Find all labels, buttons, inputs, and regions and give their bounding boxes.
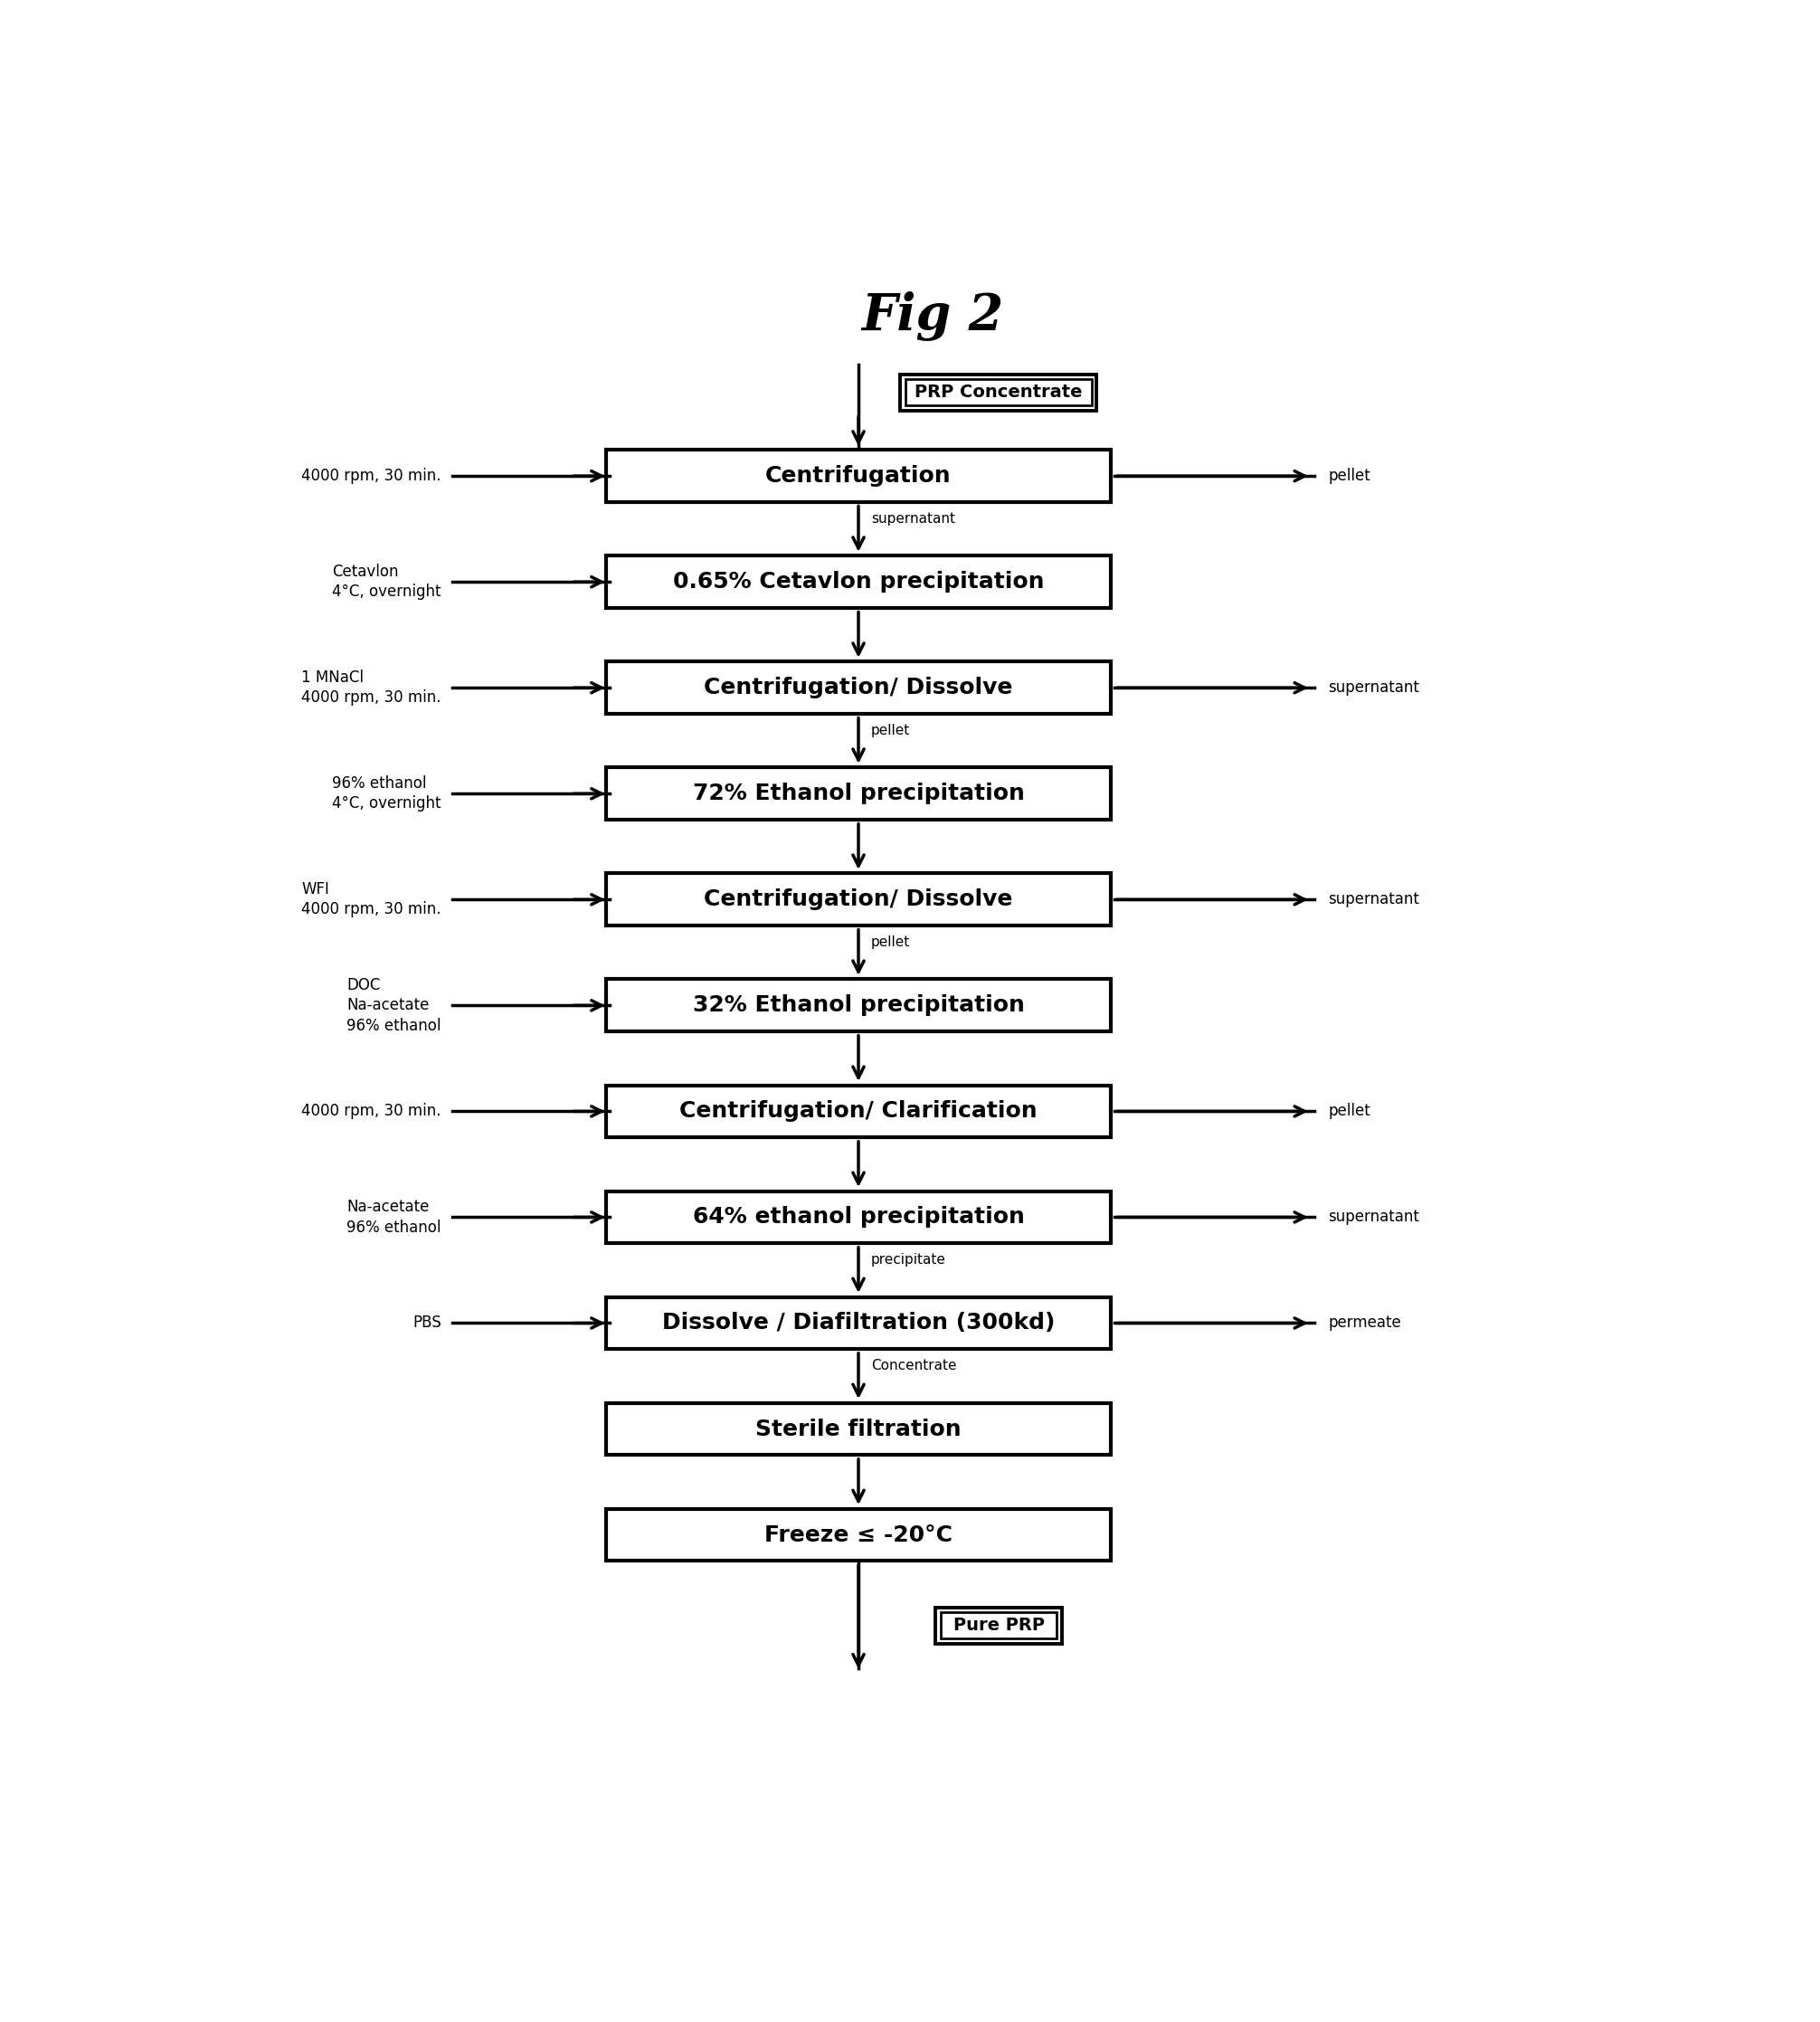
- Text: pellet: pellet: [1329, 1104, 1370, 1120]
- Text: supernatant: supernatant: [1329, 892, 1420, 908]
- Bar: [606, 1086, 1110, 1138]
- Bar: [606, 1403, 1110, 1456]
- Bar: [606, 1296, 1110, 1349]
- Text: 72% Ethanol precipitation: 72% Ethanol precipitation: [692, 783, 1025, 805]
- Bar: [606, 979, 1110, 1031]
- Text: Centrifugation: Centrifugation: [766, 465, 952, 487]
- Text: Concentrate: Concentrate: [872, 1359, 957, 1373]
- Text: Sterile filtration: Sterile filtration: [755, 1417, 961, 1440]
- Bar: [606, 768, 1110, 819]
- Text: Fig 2: Fig 2: [861, 291, 1005, 340]
- Bar: [606, 661, 1110, 714]
- Text: 32% Ethanol precipitation: 32% Ethanol precipitation: [692, 995, 1025, 1017]
- Bar: [606, 1508, 1110, 1561]
- Text: 96% ethanol
4°C, overnight: 96% ethanol 4°C, overnight: [333, 776, 440, 813]
- Text: 4000 rpm, 30 min.: 4000 rpm, 30 min.: [302, 467, 440, 483]
- Text: permeate: permeate: [1329, 1314, 1401, 1330]
- Text: DOC
Na-acetate
96% ethanol: DOC Na-acetate 96% ethanol: [348, 977, 440, 1033]
- Text: supernatant: supernatant: [1329, 1209, 1420, 1225]
- Text: pellet: pellet: [872, 724, 910, 738]
- Text: 0.65% Cetavlon precipitation: 0.65% Cetavlon precipitation: [673, 570, 1045, 592]
- Bar: [606, 556, 1110, 609]
- Bar: [606, 449, 1110, 501]
- Text: Pure PRP: Pure PRP: [954, 1618, 1045, 1634]
- Text: 1 MNaCl
4000 rpm, 30 min.: 1 MNaCl 4000 rpm, 30 min.: [302, 669, 440, 706]
- Text: Dissolve / Diafiltration (300kd): Dissolve / Diafiltration (300kd): [662, 1312, 1056, 1335]
- Bar: [901, 374, 1097, 410]
- Bar: [935, 1607, 1061, 1644]
- Text: pellet: pellet: [1329, 467, 1370, 483]
- Bar: [606, 874, 1110, 926]
- Text: PRP Concentrate: PRP Concentrate: [915, 384, 1083, 400]
- Text: Freeze ≤ -20°C: Freeze ≤ -20°C: [764, 1525, 952, 1545]
- Bar: [941, 1612, 1057, 1638]
- Text: Centrifugation/ Dissolve: Centrifugation/ Dissolve: [704, 677, 1014, 700]
- Text: Centrifugation/ Dissolve: Centrifugation/ Dissolve: [704, 890, 1014, 910]
- Text: Cetavlon
4°C, overnight: Cetavlon 4°C, overnight: [333, 564, 440, 601]
- Text: 4000 rpm, 30 min.: 4000 rpm, 30 min.: [302, 1104, 440, 1120]
- Text: pellet: pellet: [872, 936, 910, 948]
- Text: supernatant: supernatant: [1329, 679, 1420, 696]
- Text: Centrifugation/ Clarification: Centrifugation/ Clarification: [679, 1100, 1037, 1122]
- Bar: [905, 380, 1092, 406]
- Text: 64% ethanol precipitation: 64% ethanol precipitation: [692, 1207, 1025, 1227]
- Text: precipitate: precipitate: [872, 1254, 946, 1266]
- Text: Na-acetate
96% ethanol: Na-acetate 96% ethanol: [348, 1199, 440, 1235]
- Text: supernatant: supernatant: [872, 512, 956, 526]
- Text: WFI
4000 rpm, 30 min.: WFI 4000 rpm, 30 min.: [302, 882, 440, 918]
- Text: PBS: PBS: [413, 1314, 440, 1330]
- Bar: [606, 1191, 1110, 1244]
